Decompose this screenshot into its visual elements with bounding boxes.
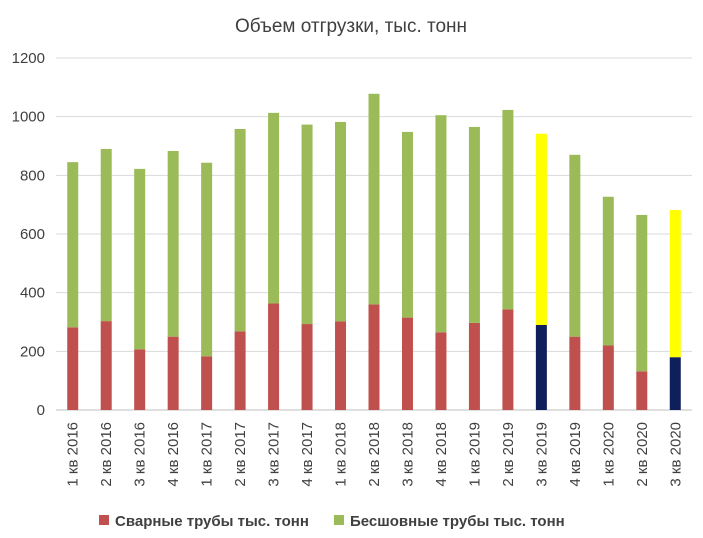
- x-tick-label: 4 кв 2016: [165, 422, 182, 487]
- x-tick-label: 4 кв 2017: [299, 422, 316, 487]
- bar-welded-17: [602, 345, 614, 410]
- bar-seamless-7: [268, 112, 280, 304]
- bar-welded-6: [234, 331, 246, 410]
- bar-welded-19: [669, 357, 681, 410]
- bar-welded-18: [636, 371, 648, 410]
- x-tick-label: 3 кв 2020: [667, 422, 684, 487]
- bar-seamless-12: [435, 115, 447, 333]
- bars: [67, 93, 681, 410]
- x-tick-label: 3 кв 2016: [132, 422, 149, 487]
- bar-welded-14: [502, 309, 514, 410]
- x-tick-label: 2 кв 2020: [634, 422, 651, 487]
- x-tick-label: 2 кв 2019: [500, 422, 517, 487]
- legend: Сварные трубы тыс. тонн Бесшовные трубы …: [99, 513, 565, 530]
- bar-seamless-16: [569, 154, 581, 337]
- chart-title: Объем отгрузки, тыс. тонн: [235, 16, 467, 37]
- x-tick-label: 2 кв 2017: [232, 422, 249, 487]
- bar-seamless-6: [234, 128, 246, 332]
- x-tick-label: 2 кв 2018: [366, 422, 383, 487]
- y-tick-label: 400: [20, 285, 45, 302]
- bar-seamless-18: [636, 214, 648, 372]
- bar-seamless-4: [167, 150, 179, 337]
- bar-seamless-2: [100, 148, 112, 322]
- bar-welded-5: [201, 356, 213, 410]
- bar-welded-16: [569, 336, 581, 410]
- x-tick-label: 4 кв 2019: [567, 422, 584, 487]
- x-tick-label: 3 кв 2019: [533, 422, 550, 487]
- bar-seamless-9: [335, 121, 347, 322]
- x-tick-label: 1 кв 2018: [333, 422, 350, 487]
- bar-seamless-17: [602, 196, 614, 346]
- bar-seamless-14: [502, 109, 514, 310]
- bar-welded-3: [134, 349, 146, 410]
- legend-swatch-seamless: [334, 515, 344, 525]
- bar-seamless-19: [669, 209, 681, 358]
- bar-seamless-1: [67, 162, 79, 328]
- x-axis-ticks: 1 кв 2016 2 кв 2016 3 кв 2016 4 кв 2016 1 кв…: [65, 422, 685, 487]
- bar-welded-15: [535, 324, 547, 410]
- bar-welded-4: [167, 336, 179, 410]
- legend-swatch-welded: [99, 515, 109, 525]
- bar-seamless-11: [401, 131, 413, 318]
- bar-welded-10: [368, 304, 380, 410]
- y-tick-label: 1000: [12, 109, 45, 126]
- x-tick-label: 4 кв 2018: [433, 422, 450, 487]
- bar-welded-11: [401, 317, 413, 410]
- y-tick-label: 1200: [12, 50, 45, 67]
- y-axis-ticks: 0 200 400 600 800 1000 1200: [12, 50, 45, 419]
- x-tick-label: 3 кв 2018: [399, 422, 416, 487]
- x-tick-label: 1 кв 2020: [600, 422, 617, 487]
- bar-seamless-5: [201, 162, 213, 357]
- bar-seamless-13: [468, 126, 480, 323]
- y-tick-label: 800: [20, 167, 45, 184]
- x-tick-label: 1 кв 2017: [199, 422, 216, 487]
- legend-label-seamless: Бесшовные трубы тыс. тонн: [350, 513, 565, 530]
- bar-seamless-8: [301, 124, 313, 325]
- bar-seamless-15: [535, 133, 547, 325]
- bar-welded-12: [435, 332, 447, 410]
- y-tick-label: 600: [20, 226, 45, 243]
- bar-welded-2: [100, 321, 112, 410]
- x-tick-label: 1 кв 2019: [466, 422, 483, 487]
- bar-welded-1: [67, 327, 79, 410]
- y-tick-label: 0: [37, 402, 45, 419]
- bar-welded-8: [301, 324, 313, 410]
- bar-seamless-3: [134, 168, 146, 350]
- y-tick-label: 200: [20, 343, 45, 360]
- bar-welded-13: [468, 322, 480, 410]
- bar-welded-9: [335, 321, 347, 410]
- bar-welded-7: [268, 303, 280, 410]
- x-tick-label: 3 кв 2017: [266, 422, 283, 487]
- legend-label-welded: Сварные трубы тыс. тонн: [115, 513, 309, 530]
- x-tick-label: 2 кв 2016: [98, 422, 115, 487]
- x-tick-label: 1 кв 2016: [65, 422, 82, 487]
- bar-seamless-10: [368, 93, 380, 305]
